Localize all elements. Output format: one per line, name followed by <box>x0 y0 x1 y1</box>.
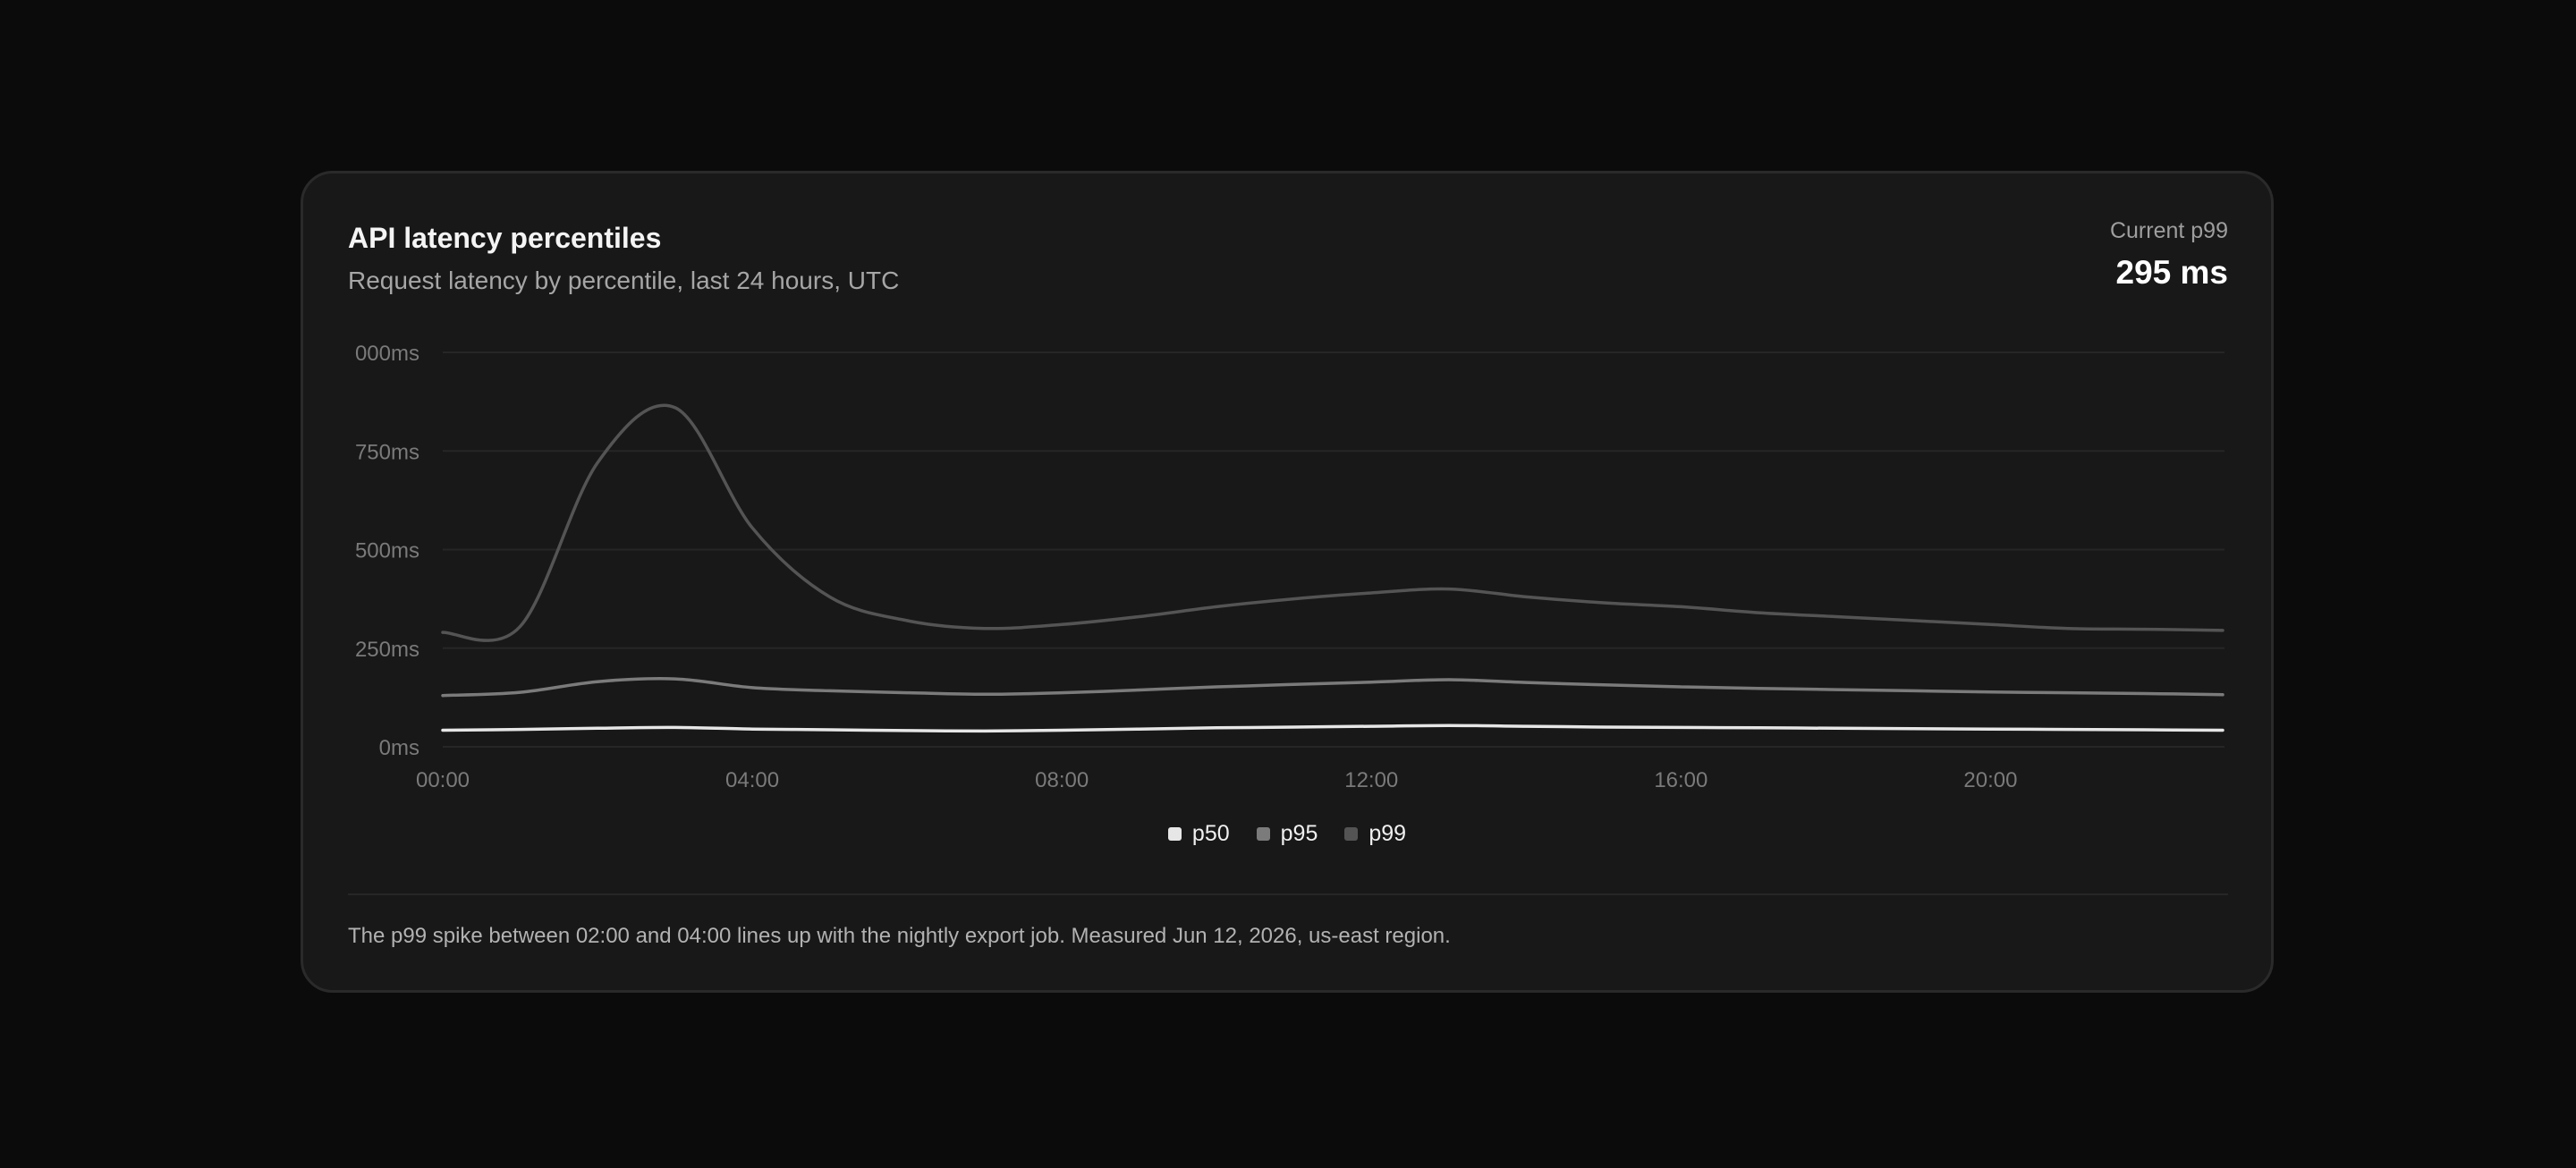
x-tick-label: 00:00 <box>416 768 470 792</box>
x-tick-label: 08:00 <box>1035 768 1089 792</box>
legend-swatch <box>1256 827 1270 841</box>
x-tick-label: 16:00 <box>1654 768 1707 792</box>
legend-swatch <box>1167 827 1182 841</box>
chart-title: API latency percentiles <box>348 222 662 254</box>
y-tick-label: 0ms <box>379 736 419 760</box>
footer-divider <box>348 893 2228 895</box>
chart-legend: p50 p95 p99 <box>303 821 2271 847</box>
chart-subtitle: Request latency by percentile, last 24 h… <box>348 267 900 294</box>
legend-item-p50: p50 <box>1167 821 1230 847</box>
y-tick-label: 500ms <box>355 539 419 563</box>
latency-line-chart: 0ms 250ms 500ms 750ms 000ms 00:00 04:00 08:00 12… <box>355 342 2224 792</box>
legend-label: p95 <box>1280 821 1318 846</box>
legend-item-p95: p95 <box>1256 821 1318 847</box>
legend-swatch <box>1344 827 1359 841</box>
series-line-p99 <box>441 403 2224 642</box>
y-tick-label: 750ms <box>355 440 419 464</box>
series-line-p50 <box>441 724 2224 733</box>
y-tick-label: 250ms <box>355 638 419 662</box>
x-tick-label: 20:00 <box>1963 768 2017 792</box>
series-line-p95 <box>441 677 2224 698</box>
footer-note: The p99 spike between 02:00 and 04:00 li… <box>348 924 1451 948</box>
legend-item-p99: p99 <box>1344 821 1406 847</box>
current-metric-label: Current p99 <box>2109 218 2228 243</box>
x-tick-label: 12:00 <box>1344 768 1398 792</box>
latency-card: API latency percentiles Request latency … <box>301 171 2274 993</box>
legend-label: p50 <box>1191 821 1230 846</box>
current-metric-value: 295 ms <box>2115 254 2229 291</box>
x-tick-label: 04:00 <box>725 768 779 792</box>
y-tick-label: 000ms <box>355 342 419 366</box>
legend-label: p99 <box>1368 821 1407 846</box>
